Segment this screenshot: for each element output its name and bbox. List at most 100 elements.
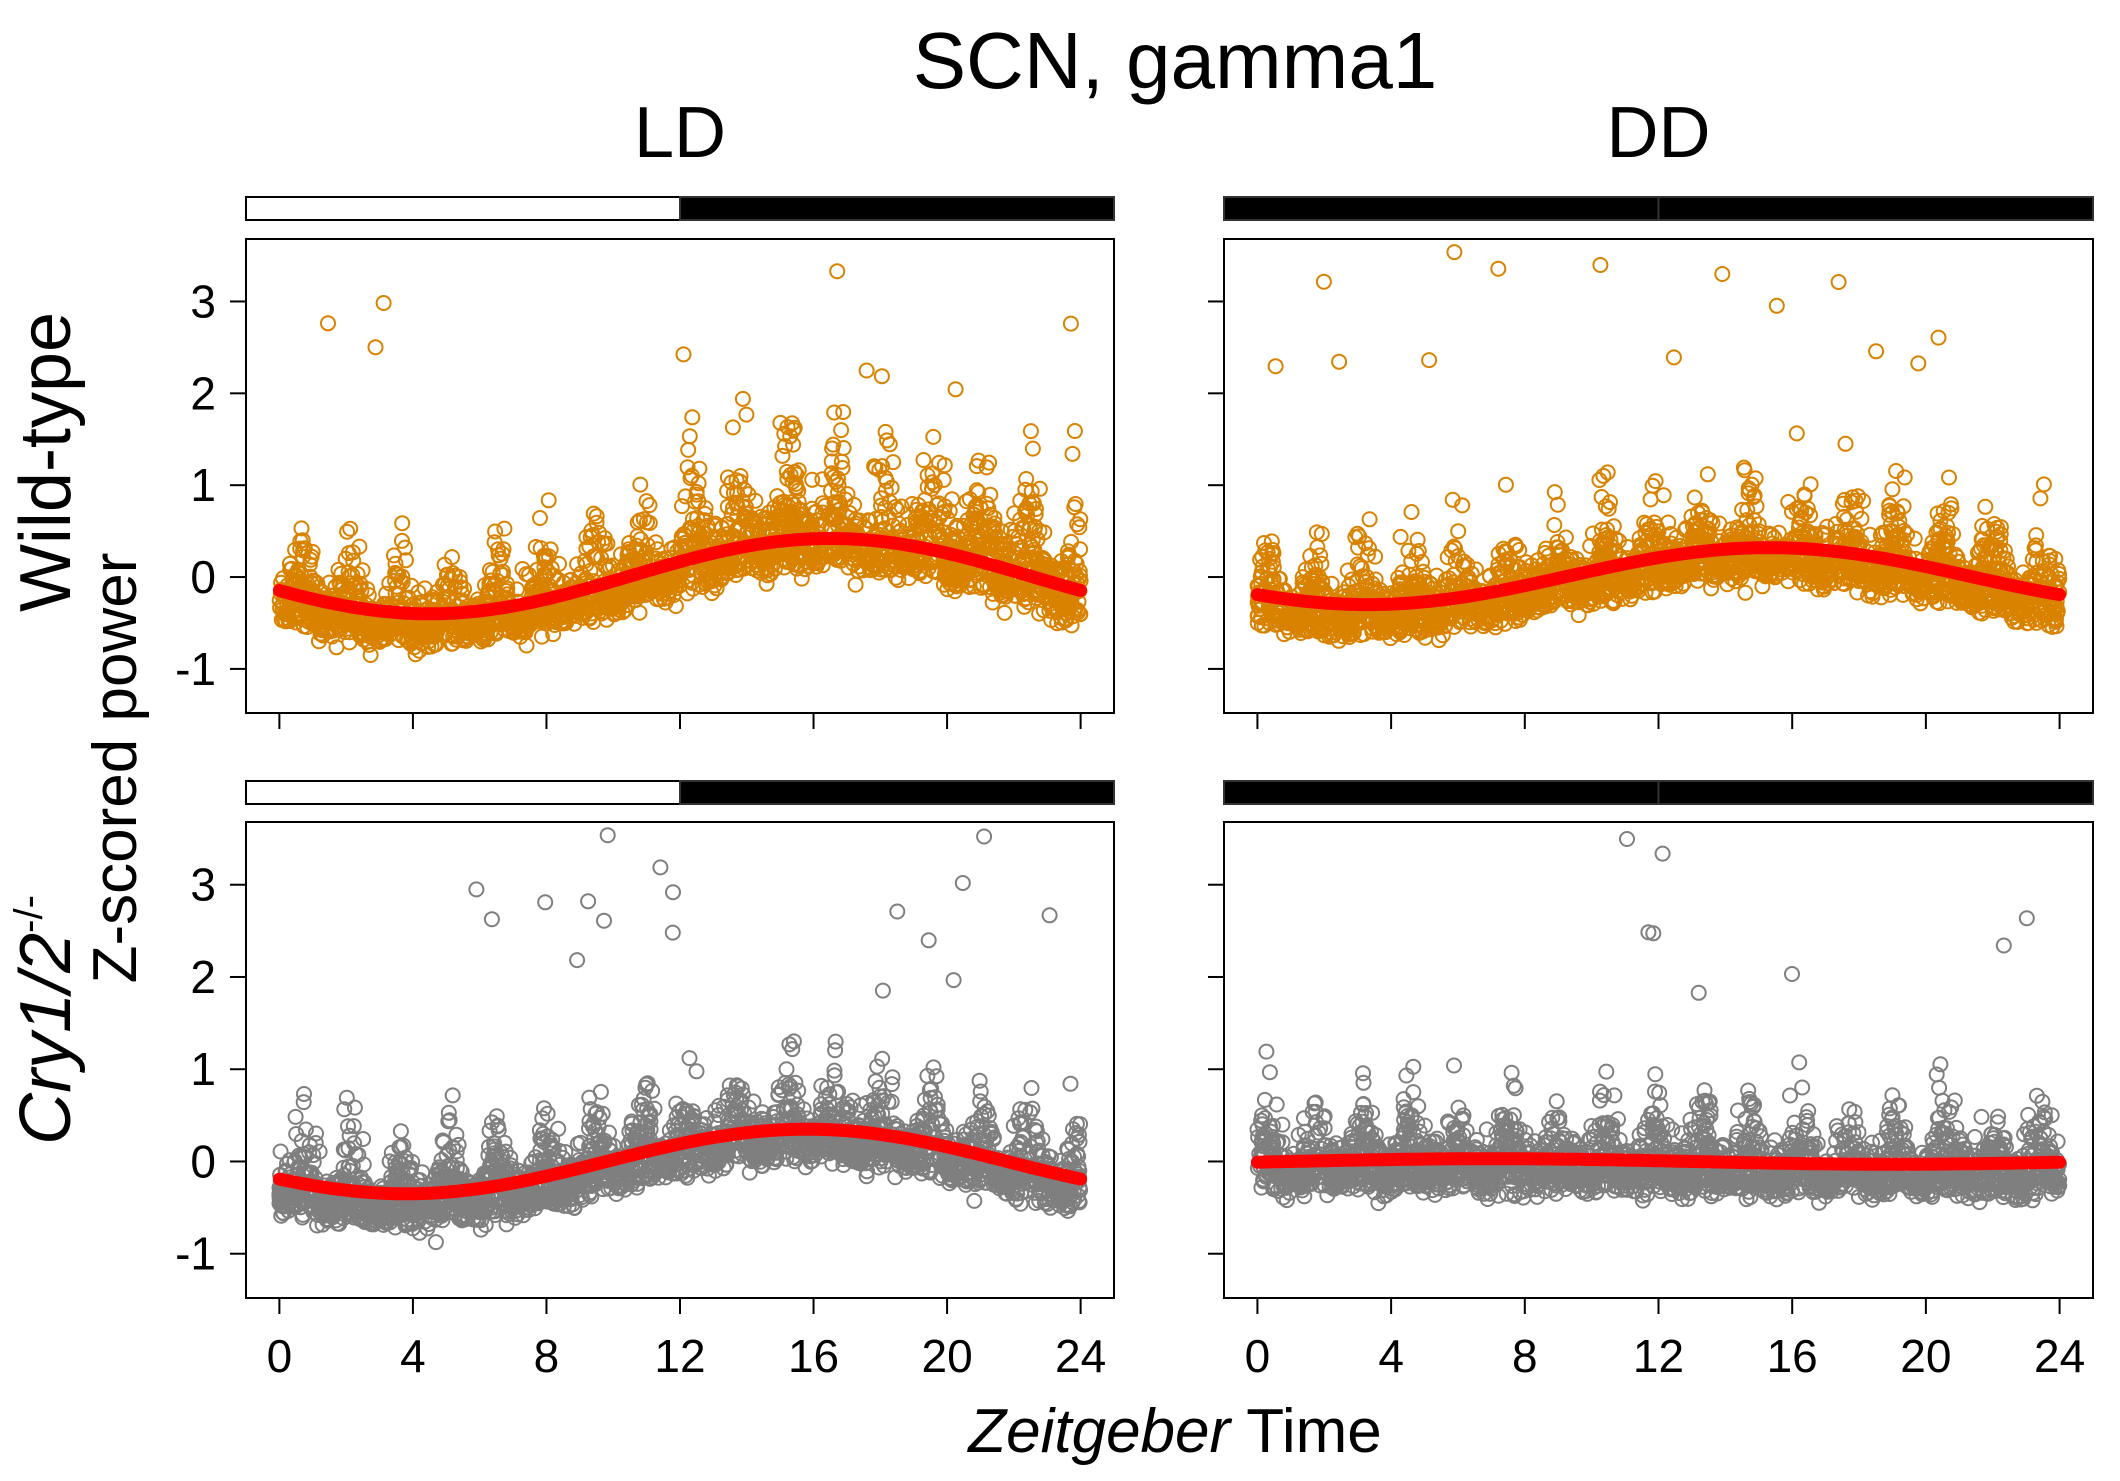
data-point — [1930, 329, 1947, 346]
data-point — [1361, 511, 1378, 528]
data-point — [438, 566, 455, 583]
data-point — [873, 368, 890, 385]
scatter-points — [271, 263, 1089, 663]
data-point — [532, 510, 548, 526]
data-point — [1067, 496, 1084, 512]
light-phase-bar — [245, 196, 681, 221]
data-point — [569, 556, 586, 573]
data-point — [1031, 480, 1048, 497]
data-point — [1066, 423, 1083, 439]
chart-title: SCN, gamma1 — [913, 16, 1438, 105]
data-point — [2035, 476, 2052, 493]
data-point — [1686, 489, 1703, 506]
data-point — [978, 495, 995, 512]
data-point — [293, 520, 310, 537]
data-point — [874, 458, 891, 475]
data-point — [1024, 440, 1041, 457]
data-point — [1788, 425, 1805, 442]
data-point — [1016, 598, 1033, 615]
data-point — [873, 490, 890, 507]
data-point — [1331, 353, 1348, 370]
data-point — [1064, 445, 1081, 462]
data-point — [397, 552, 414, 569]
data-point — [333, 565, 350, 582]
data-point — [1665, 349, 1682, 366]
y-tick-label: 2 — [190, 367, 216, 419]
dark-phase-bar — [1223, 196, 1660, 221]
data-point — [674, 498, 690, 515]
data-point — [1655, 487, 1672, 504]
data-point — [1868, 343, 1885, 360]
data-point — [1647, 473, 1664, 490]
data-point — [641, 497, 658, 514]
data-point — [320, 315, 336, 332]
data-point — [777, 438, 794, 455]
data-point — [1699, 466, 1716, 483]
data-point — [1591, 472, 1608, 488]
y-tick-label: -1 — [175, 643, 216, 695]
data-point — [947, 381, 964, 398]
data-point — [1392, 528, 1409, 545]
data-point — [1450, 523, 1467, 540]
data-point — [1071, 519, 1088, 536]
data-point — [1941, 469, 1957, 486]
data-point — [1072, 511, 1089, 528]
data-point — [724, 419, 741, 436]
data-point — [675, 346, 692, 363]
data-point — [632, 476, 649, 493]
data-point — [1023, 483, 1040, 500]
dark-phase-bar — [679, 196, 1115, 221]
data-point — [1403, 504, 1420, 520]
data-point — [1497, 476, 1514, 493]
data-point — [885, 454, 902, 471]
data-point — [679, 459, 696, 476]
data-point — [734, 390, 751, 407]
data-point — [1546, 484, 1563, 501]
data-point — [774, 447, 791, 464]
data-point — [1768, 297, 1785, 314]
data-point — [540, 548, 557, 565]
data-point — [996, 604, 1013, 621]
data-point — [540, 492, 557, 509]
data-point — [1446, 244, 1463, 261]
data-point — [881, 436, 898, 453]
data-point — [638, 493, 655, 510]
dark-phase-bar — [1657, 196, 2094, 221]
data-point — [680, 441, 697, 458]
data-point — [833, 422, 850, 439]
data-point — [736, 481, 753, 498]
data-point — [1315, 273, 1332, 290]
data-point — [1063, 533, 1080, 550]
data-point — [1022, 423, 1039, 440]
data-point — [1490, 260, 1507, 277]
data-point — [588, 508, 605, 525]
data-point — [1642, 491, 1659, 508]
data-point — [1595, 467, 1612, 484]
data-point — [804, 471, 821, 488]
data-point — [1977, 498, 1994, 515]
data-point — [835, 404, 852, 420]
data-point — [1599, 464, 1616, 481]
data-point — [697, 500, 714, 517]
data-point — [684, 409, 701, 426]
data-point — [793, 570, 810, 587]
data-point — [858, 362, 875, 379]
data-point — [631, 512, 648, 529]
data-point — [1062, 315, 1079, 332]
data-point — [1737, 584, 1754, 601]
y-tick-label: 0 — [190, 551, 216, 603]
data-point — [1837, 435, 1854, 452]
data-point — [2028, 527, 2045, 544]
data-point — [330, 561, 347, 578]
data-point — [496, 520, 513, 537]
data-point — [1546, 517, 1563, 533]
data-point — [785, 436, 802, 453]
data-point — [1714, 266, 1731, 282]
data-point — [879, 432, 895, 449]
data-point — [738, 406, 755, 423]
data-point — [847, 576, 864, 593]
data-point — [1309, 539, 1326, 556]
